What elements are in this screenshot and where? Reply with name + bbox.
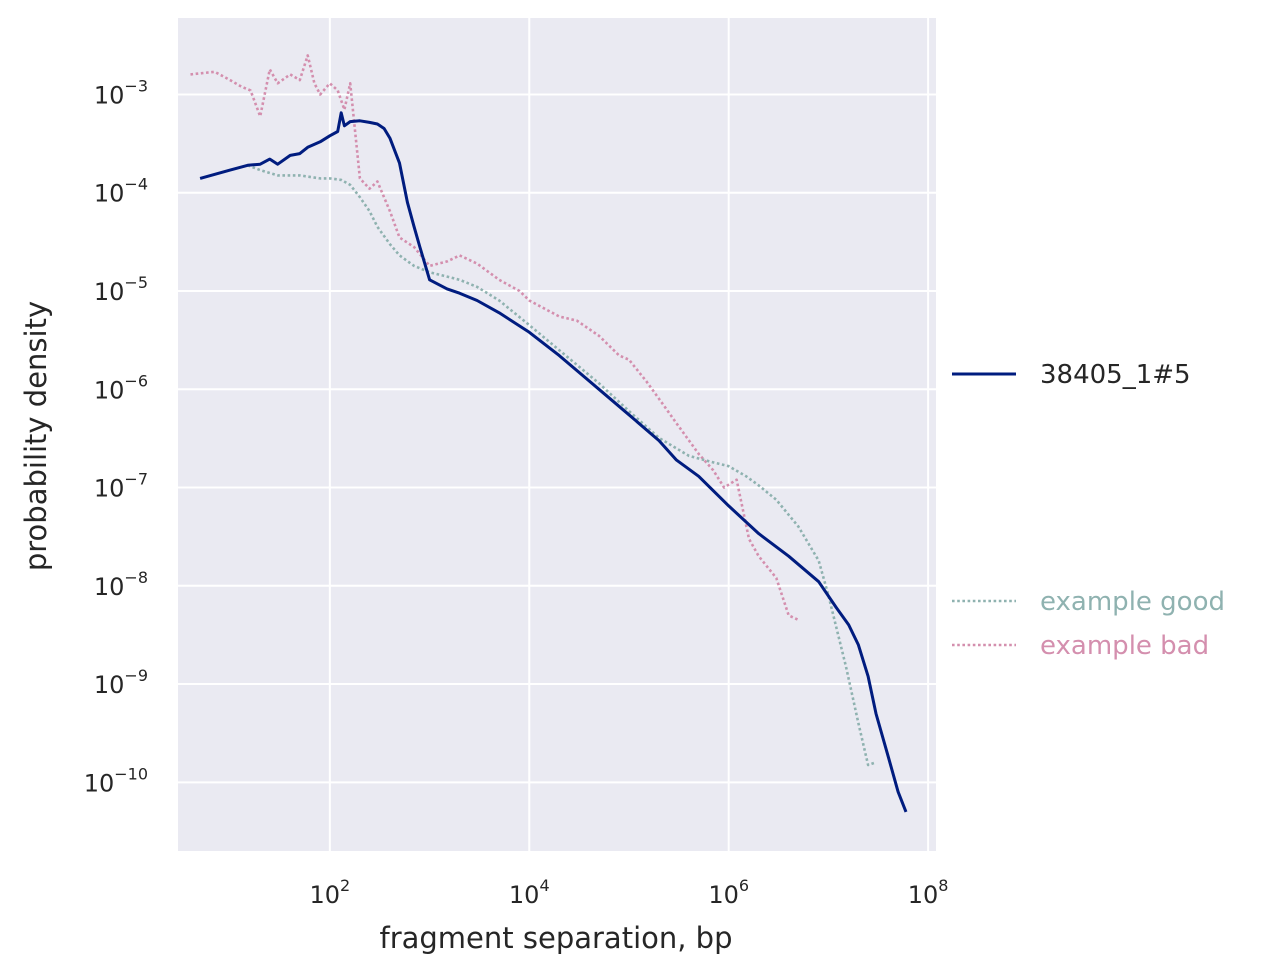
x-tick-label: 102 [309, 876, 350, 909]
legend-label: example good [1040, 587, 1225, 617]
legend-label: 38405_1#5 [1040, 360, 1191, 390]
x-tick-label: 104 [509, 876, 550, 909]
y-tick-label: 10−6 [94, 371, 148, 404]
plot-background [178, 18, 936, 851]
x-tick-labels: 102 104 106 108 [309, 876, 948, 909]
x-tick-label: 106 [708, 876, 749, 909]
x-tick-label: 108 [908, 876, 949, 909]
y-tick-labels: 10−3 10−4 10−5 10−6 10−7 10−8 10−9 10−10 [84, 76, 148, 797]
series-layer [190, 54, 908, 813]
y-tick-label: 10−10 [84, 764, 148, 797]
x-axis-label: fragment separation, bp [380, 921, 733, 955]
y-tick-label: 10−3 [94, 76, 148, 109]
y-tick-label: 10−9 [94, 666, 148, 699]
series-line-example-bad [190, 54, 799, 622]
y-tick-label: 10−4 [94, 175, 148, 208]
y-tick-label: 10−7 [94, 470, 148, 503]
y-axis-label: probability density [19, 301, 53, 571]
y-tick-label: 10−8 [94, 568, 148, 601]
y-tick-label: 10−5 [94, 273, 148, 306]
series-line-example-good [247, 164, 877, 767]
legend-label: example bad [1040, 631, 1209, 661]
series-line-38405-1-5 [199, 111, 908, 813]
grid [178, 18, 936, 851]
